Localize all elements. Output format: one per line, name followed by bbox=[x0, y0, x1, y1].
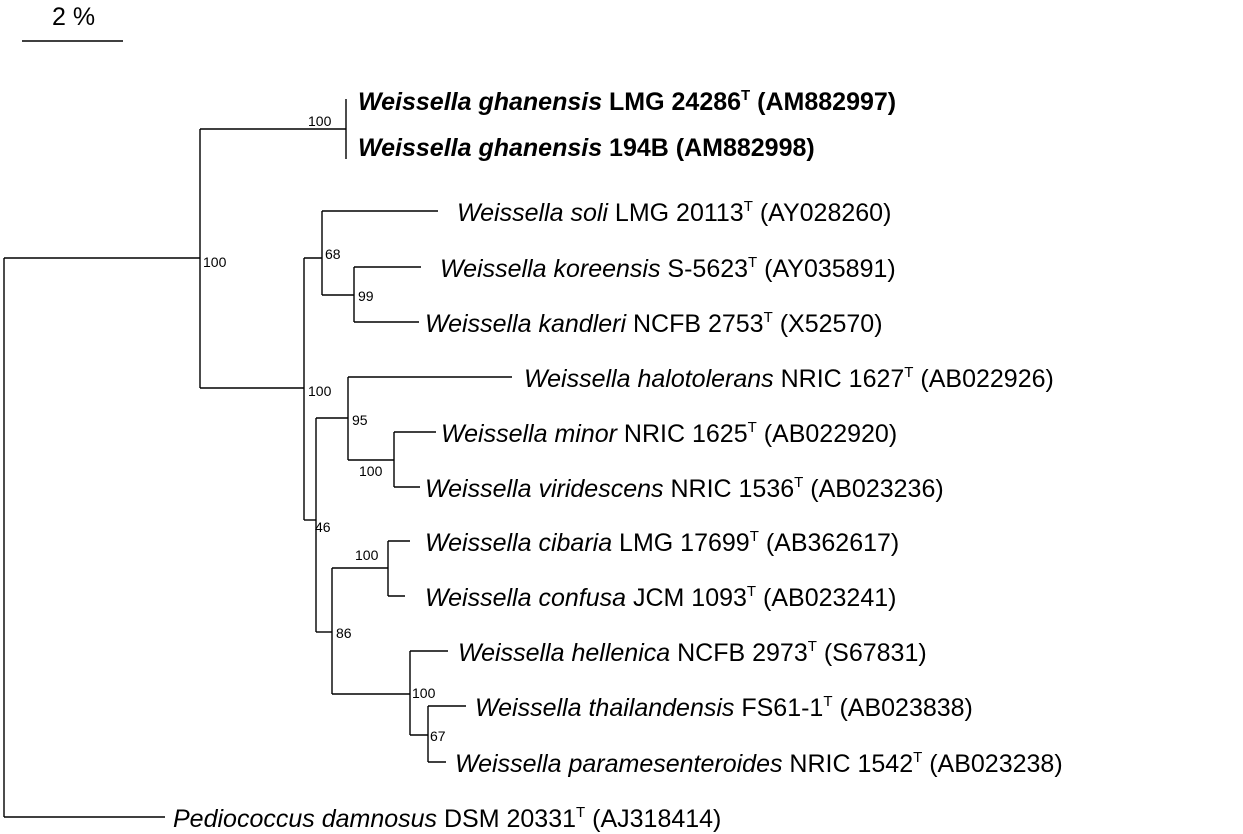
scale-bar: 2 % bbox=[22, 3, 123, 42]
taxon-label: Weissella viridescens NRIC 1536T (AB0232… bbox=[425, 474, 944, 503]
bootstrap-value: 67 bbox=[430, 728, 446, 744]
scale-bar-label: 2 % bbox=[52, 3, 95, 31]
bootstrap-value: 100 bbox=[308, 383, 332, 399]
bootstrap-value: 99 bbox=[358, 288, 374, 304]
bootstrap-value: 100 bbox=[359, 463, 383, 479]
taxon-label: Weissella hellenica NCFB 2973T (S67831) bbox=[458, 638, 927, 667]
bootstrap-values: 100 100 68 99 100 95 100 46 100 86 100 6… bbox=[203, 113, 446, 744]
taxon-labels: Weissella ghanensis LMG 24286T (AM882997… bbox=[173, 87, 1063, 833]
bootstrap-value: 100 bbox=[203, 254, 227, 270]
taxon-label: Weissella confusa JCM 1093T (AB023241) bbox=[425, 583, 896, 612]
taxon-label: Weissella halotolerans NRIC 1627T (AB022… bbox=[524, 364, 1054, 393]
taxon-label: Weissella kandleri NCFB 2753T (X52570) bbox=[425, 309, 883, 338]
taxon-label: Weissella paramesenteroides NRIC 1542T (… bbox=[455, 749, 1063, 778]
taxon-label: Pediococcus damnosus DSM 20331T (AJ31841… bbox=[173, 804, 721, 833]
taxon-label: Weissella thailandensis FS61-1T (AB02383… bbox=[475, 693, 973, 722]
taxon-label: Weissella soli LMG 20113T (AY028260) bbox=[457, 198, 891, 227]
bootstrap-value: 86 bbox=[336, 625, 352, 641]
taxon-label: Weissella koreensis S-5623T (AY035891) bbox=[440, 254, 896, 283]
bootstrap-value: 95 bbox=[352, 412, 368, 428]
tree-branches bbox=[3, 99, 512, 818]
bootstrap-value: 100 bbox=[308, 113, 332, 129]
taxon-label: Weissella ghanensis 194B (AM882998) bbox=[358, 134, 815, 162]
taxon-label: Weissella cibaria LMG 17699T (AB362617) bbox=[425, 528, 899, 557]
bootstrap-value: 46 bbox=[315, 519, 331, 535]
bootstrap-value: 100 bbox=[355, 547, 379, 563]
taxon-label: Weissella ghanensis LMG 24286T (AM882997… bbox=[358, 87, 896, 116]
taxon-label: Weissella minor NRIC 1625T (AB022920) bbox=[441, 419, 897, 448]
bootstrap-value: 68 bbox=[325, 246, 341, 262]
bootstrap-value: 100 bbox=[412, 685, 436, 701]
